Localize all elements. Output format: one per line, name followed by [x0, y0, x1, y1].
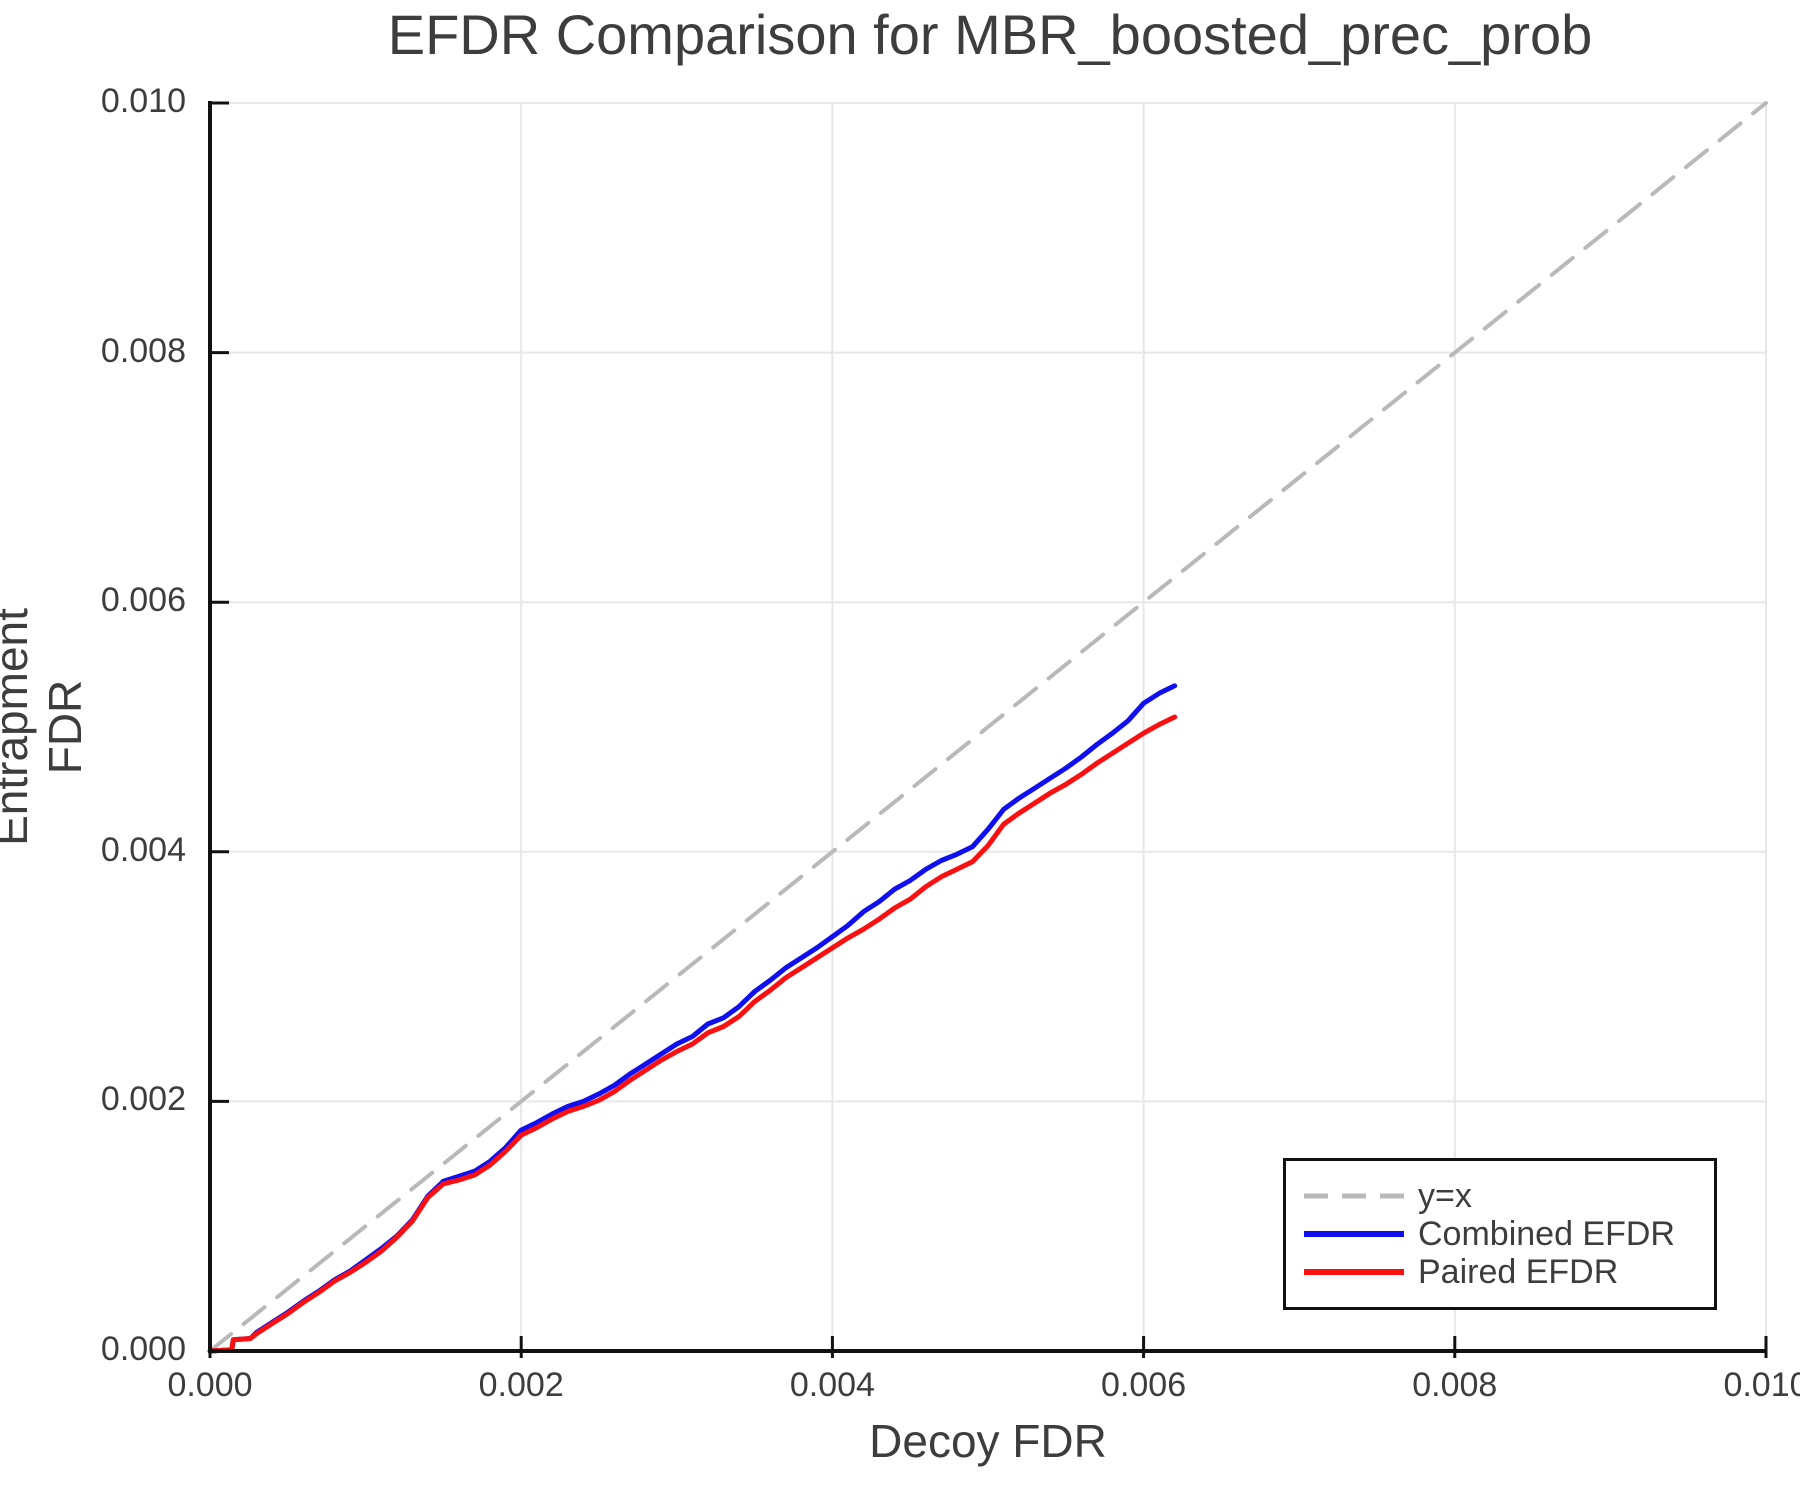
x-tick-label: 0.010 [1723, 1366, 1800, 1404]
y-tick-label: 0.000 [100, 1330, 186, 1368]
combined-efdr-swatch [1304, 1231, 1404, 1237]
identity-line-swatch [1304, 1193, 1404, 1199]
legend-label-identity: y=x [1418, 1176, 1472, 1215]
x-tick-label: 0.000 [167, 1366, 253, 1404]
chart-title: EFDR Comparison for MBR_boosted_prec_pro… [387, 3, 1593, 66]
legend: y=x Combined EFDR Paired EFDR [1283, 1158, 1717, 1310]
series-line-y-x [208, 101, 1768, 1353]
legend-item-identity: y=x [1304, 1177, 1714, 1215]
y-tick-label: 0.002 [100, 1080, 186, 1119]
x-tick-label: 0.006 [1101, 1366, 1187, 1404]
legend-label-combined-efdr: Combined EFDR [1418, 1214, 1675, 1253]
paired-efdr-swatch [1304, 1269, 1404, 1275]
y-tick-label: 0.008 [100, 331, 186, 370]
y-tick-label: 0.010 [100, 82, 186, 120]
series-line-paired-efdr [207, 714, 1178, 1354]
legend-item-combined-efdr: Combined EFDR [1304, 1215, 1714, 1253]
y-tick-label: 0.006 [100, 581, 186, 620]
y-tick-label: 0.004 [100, 830, 186, 869]
series-line-combined-efdr [207, 683, 1178, 1354]
x-tick-label: 0.002 [478, 1366, 564, 1404]
legend-label-paired-efdr: Paired EFDR [1418, 1252, 1619, 1291]
legend-item-paired-efdr: Paired EFDR [1304, 1253, 1714, 1291]
x-tick-label: 0.008 [1412, 1366, 1498, 1404]
x-tick-label: 0.004 [789, 1366, 875, 1404]
x-axis-label: Decoy FDR [869, 1415, 1107, 1467]
